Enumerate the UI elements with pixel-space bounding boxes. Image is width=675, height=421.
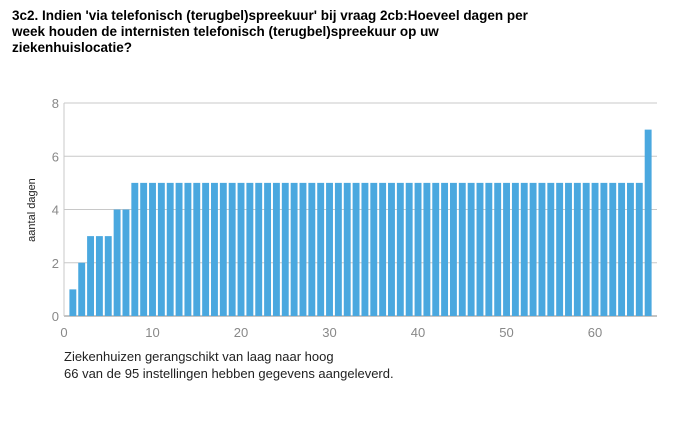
- bar: [600, 182, 608, 316]
- bar: [511, 182, 519, 316]
- bar: [113, 209, 121, 316]
- bar: [644, 129, 652, 316]
- bar: [449, 182, 457, 316]
- bar: [565, 182, 572, 316]
- bar: [308, 182, 316, 316]
- x-tick-label: 60: [588, 325, 602, 340]
- bar: [264, 182, 272, 316]
- bar: [131, 182, 139, 316]
- bar: [317, 182, 325, 316]
- bar: [175, 182, 183, 316]
- bar: [211, 182, 218, 316]
- bars: [69, 129, 652, 316]
- bar: [166, 182, 174, 316]
- bar: [582, 182, 590, 316]
- bar: [361, 182, 369, 316]
- y-axis-ticks: 0 2 4 6 8: [52, 96, 59, 324]
- bar: [184, 182, 192, 316]
- bar: [423, 182, 431, 316]
- bar: [529, 182, 537, 316]
- bar: [556, 182, 564, 316]
- y-axis-label: aantal dagen: [26, 178, 38, 242]
- bar: [476, 182, 484, 316]
- bar: [334, 182, 342, 316]
- bar: [520, 182, 528, 316]
- bar: [370, 182, 378, 316]
- bar: [343, 182, 351, 316]
- bar: [202, 182, 210, 316]
- bar: [591, 182, 599, 316]
- y-tick-label: 8: [52, 96, 59, 111]
- x-tick-label: 20: [234, 325, 248, 340]
- footnote-ranking: Ziekenhuizen gerangschikt van laag naar …: [64, 349, 334, 364]
- bar: [388, 182, 395, 316]
- bar: [618, 182, 626, 316]
- y-tick-label: 6: [52, 149, 59, 164]
- footnote-coverage: 66 van de 95 instellingen hebben gegeven…: [64, 366, 394, 381]
- bar: [237, 182, 245, 316]
- bar: [414, 182, 422, 316]
- x-tick-label: 40: [411, 325, 425, 340]
- bar: [299, 182, 307, 316]
- y-tick-label: 0: [52, 309, 59, 324]
- bar: [122, 209, 130, 316]
- bar: [441, 182, 449, 316]
- bar: [281, 182, 289, 316]
- x-axis-ticks: 0 10 20 30 40 50 60: [60, 325, 602, 340]
- bar: [609, 182, 617, 316]
- bar: [69, 289, 77, 316]
- bar: [193, 182, 201, 316]
- bar: [538, 182, 546, 316]
- bar: [255, 182, 263, 316]
- bar: [140, 182, 148, 316]
- bar: [219, 182, 227, 316]
- bar: [149, 182, 156, 316]
- x-tick-label: 50: [499, 325, 513, 340]
- bar: [573, 182, 581, 316]
- bar: [405, 182, 413, 316]
- bar: [396, 182, 404, 316]
- bar: [228, 182, 236, 316]
- x-tick-label: 30: [322, 325, 336, 340]
- chart-title: 3c2. Indien 'via telefonisch (terugbel)s…: [12, 8, 528, 55]
- x-tick-label: 0: [60, 325, 67, 340]
- bar: [326, 182, 333, 316]
- bar: [626, 182, 634, 316]
- bar: [78, 262, 86, 316]
- bar: [485, 182, 493, 316]
- y-tick-label: 4: [52, 203, 59, 218]
- bar: [246, 182, 254, 316]
- bar: [432, 182, 440, 316]
- bar: [272, 182, 280, 316]
- bar: [95, 236, 103, 316]
- bar: [157, 182, 165, 316]
- bar: [467, 182, 475, 316]
- bar: [87, 236, 95, 316]
- y-tick-label: 2: [52, 256, 59, 271]
- bar: [290, 182, 298, 316]
- bar: [635, 182, 643, 316]
- bar: [352, 182, 360, 316]
- bar: [458, 182, 466, 316]
- bar: [379, 182, 387, 316]
- x-tick-label: 10: [145, 325, 159, 340]
- bar: [494, 182, 502, 316]
- bar: [104, 236, 112, 316]
- bar: [503, 182, 510, 316]
- bar: [547, 182, 555, 316]
